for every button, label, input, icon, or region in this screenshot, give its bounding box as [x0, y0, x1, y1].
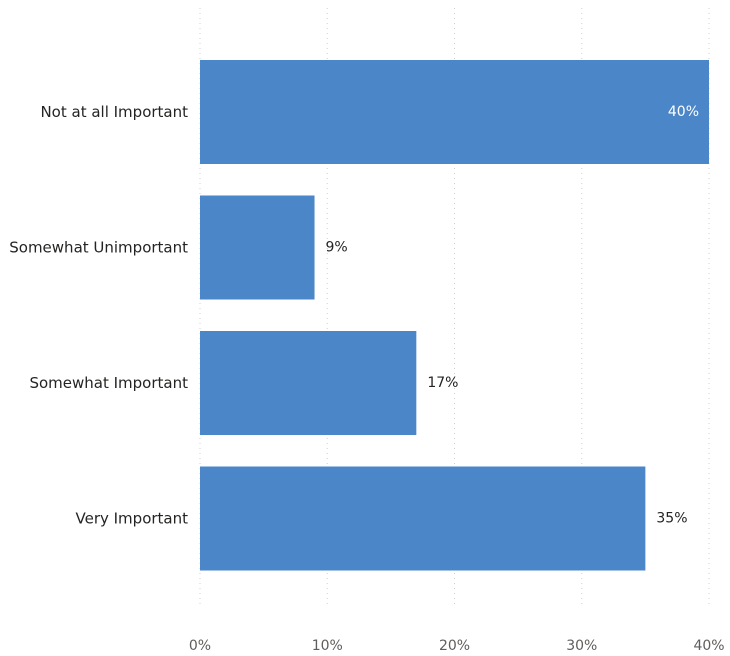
- x-tick-label: 40%: [693, 638, 724, 654]
- x-tick-label: 20%: [439, 638, 470, 654]
- x-tick-label: 30%: [566, 638, 597, 654]
- category-label: Somewhat Unimportant: [9, 239, 188, 257]
- category-label: Not at all Important: [40, 103, 188, 121]
- x-tick-label: 10%: [312, 638, 343, 654]
- data-label: 40%: [668, 104, 699, 120]
- bar-series: [200, 60, 709, 571]
- category-label: Very Important: [76, 510, 189, 528]
- data-labels: 40% 9% 17% 35%: [326, 104, 699, 527]
- category-label: Somewhat Important: [29, 374, 188, 392]
- data-label: 17%: [427, 375, 458, 391]
- bar-1[interactable]: [200, 60, 709, 164]
- data-label: 35%: [656, 511, 687, 527]
- bar-3[interactable]: [200, 331, 417, 435]
- x-tick-label: 0%: [189, 638, 211, 654]
- data-label: 9%: [326, 240, 348, 256]
- bar-2[interactable]: [200, 195, 315, 300]
- value-axis: 0% 10% 20% 30% 40%: [189, 638, 725, 654]
- category-axis: Not at all Important Somewhat Unimportant…: [9, 103, 188, 528]
- bar-4[interactable]: [200, 466, 646, 571]
